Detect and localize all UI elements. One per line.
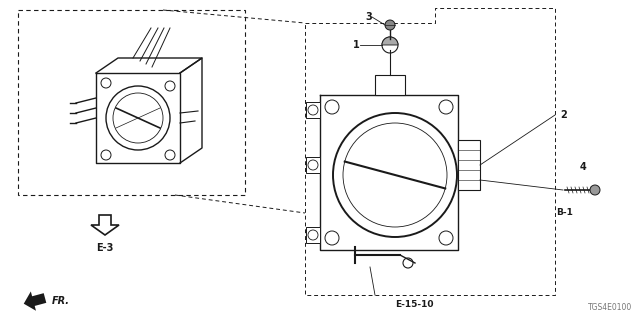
Wedge shape [382, 37, 398, 45]
Bar [18, 10, 245, 195]
Text: E-3: E-3 [96, 243, 114, 253]
Text: 3: 3 [365, 12, 372, 22]
Text: 4: 4 [580, 162, 586, 172]
Polygon shape [91, 215, 119, 235]
Text: 1: 1 [353, 40, 360, 50]
Bar [306, 102, 320, 118]
Circle shape [590, 185, 600, 195]
Polygon shape [24, 292, 46, 311]
Text: FR.: FR. [52, 296, 70, 306]
Bar [375, 75, 405, 95]
Text: E-15-10: E-15-10 [395, 300, 433, 309]
Bar [306, 157, 320, 173]
Bar [306, 227, 320, 243]
Circle shape [385, 20, 395, 30]
Bar [458, 140, 480, 190]
Text: B-1: B-1 [557, 208, 573, 217]
Text: TGS4E0100: TGS4E0100 [588, 303, 632, 312]
Text: 2: 2 [560, 110, 567, 120]
